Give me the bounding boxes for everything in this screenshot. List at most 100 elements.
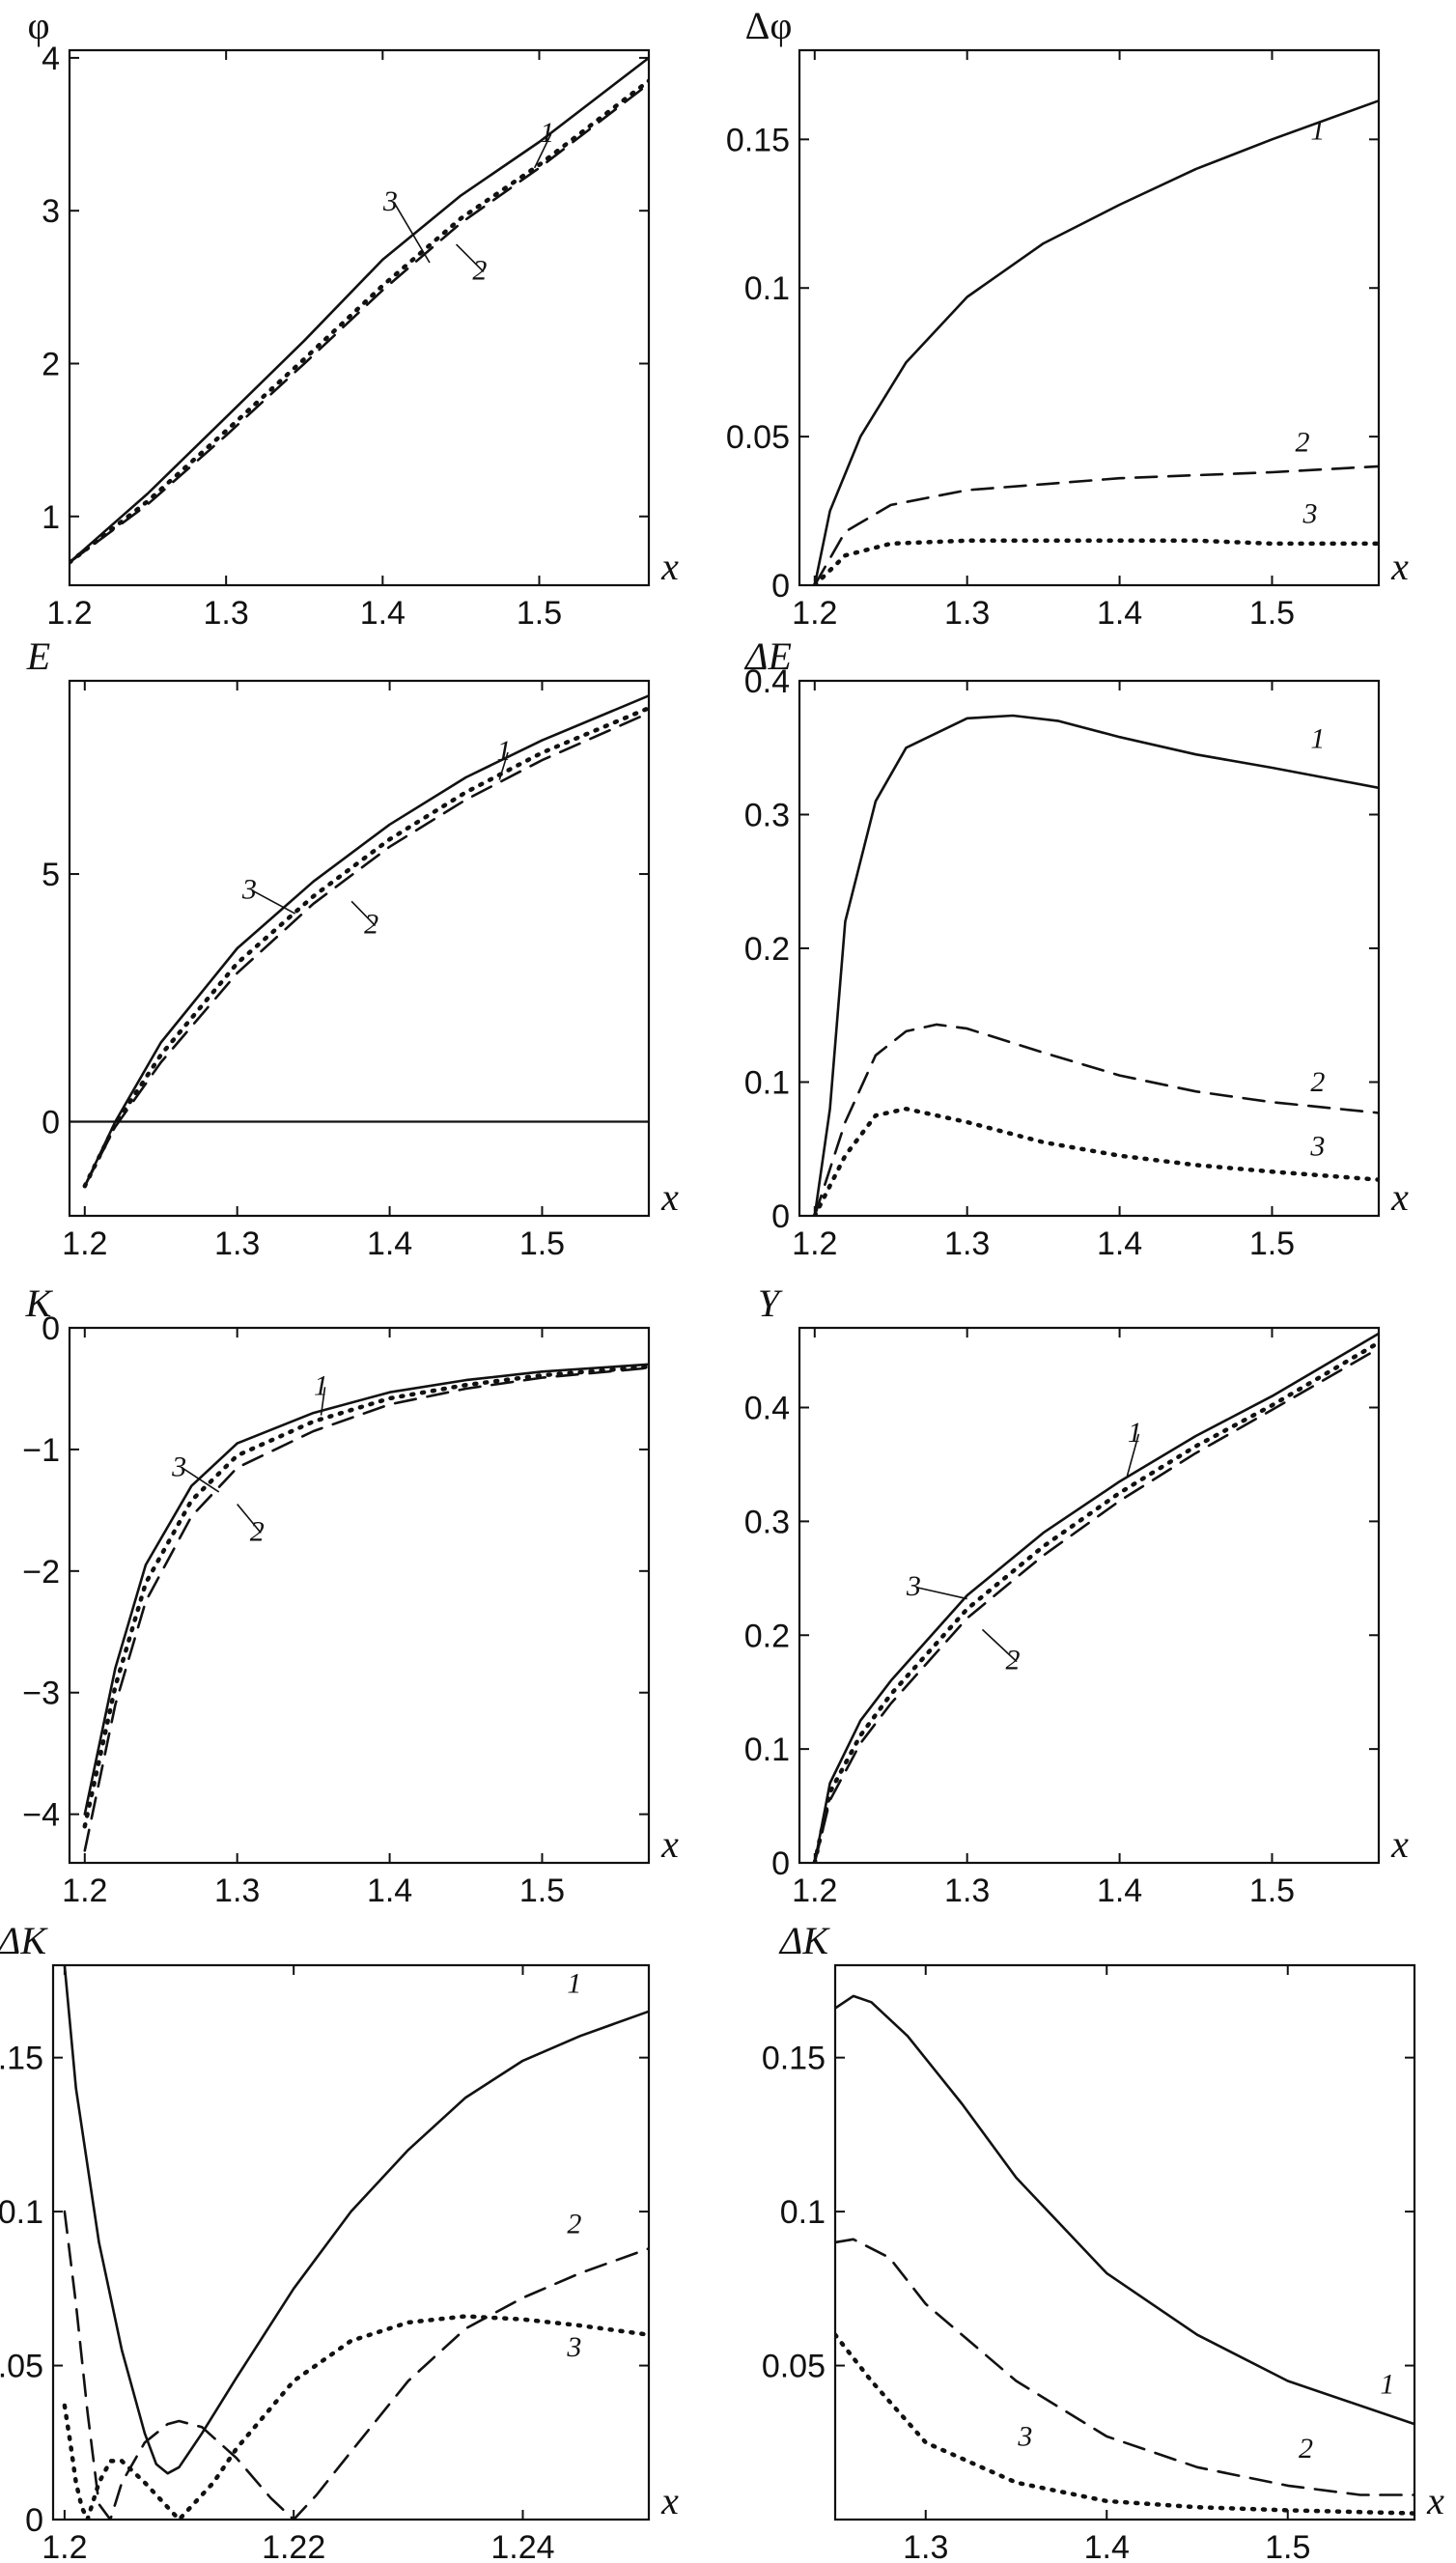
x-tick-label: 1.3 xyxy=(214,1873,260,1909)
curve-label-2: 2 xyxy=(364,909,378,941)
curve-label-2: 2 xyxy=(1310,1066,1325,1098)
y-tick-label: −1 xyxy=(22,1432,60,1469)
curve-label-leader xyxy=(1126,1433,1140,1477)
plot-frame xyxy=(68,1326,651,1865)
series-1-line xyxy=(70,56,649,564)
curve-label-leader xyxy=(533,133,552,169)
y-axis-title: Y xyxy=(758,1282,783,1325)
y-axis-title: ΔK xyxy=(778,1919,830,1962)
x-tick-label: 1.3 xyxy=(903,2529,948,2563)
curve-label-1: 1 xyxy=(567,1968,581,2000)
x-tick-label: 1.2 xyxy=(792,1873,837,1909)
x-tick-label: 1.4 xyxy=(1084,2529,1130,2563)
series-2-line xyxy=(835,2238,1414,2496)
y-tick-label: 0.3 xyxy=(744,1504,790,1540)
curve-label-1: 1 xyxy=(1128,1417,1142,1449)
y-tick-label: 0.05 xyxy=(762,2349,826,2385)
curve-label-1: 1 xyxy=(1380,2368,1394,2400)
series-3-line xyxy=(812,538,1379,585)
y-tick-label: 0 xyxy=(771,568,790,605)
x-tick-label: 1.3 xyxy=(944,1873,990,1909)
series-3-line xyxy=(812,1340,1379,1863)
plot-frame xyxy=(798,1326,1381,1865)
curve-label-1: 1 xyxy=(314,1369,328,1401)
curve-label-2: 2 xyxy=(472,254,487,286)
x-tick-label: 1.5 xyxy=(1249,595,1295,632)
panel-3: 1.2 1.3 1.4 1.5 0 5 Ex 1 2 3 xyxy=(26,634,679,1262)
x-axis-title: x xyxy=(660,1822,679,1866)
panel-7: 1.2 1.22 1.24 0 0.05 0.1 0.15 ΔK x 1 2 3 xyxy=(0,1919,679,2563)
curve-label-leader xyxy=(237,1504,262,1534)
series-3-line xyxy=(62,2314,649,2520)
x-tick-label: 1.4 xyxy=(367,1225,412,1262)
series-2-line xyxy=(813,1346,1379,1863)
curve-label-leader xyxy=(252,889,296,915)
curve-label-leader xyxy=(320,1387,326,1416)
x-tick-label: 1.2 xyxy=(62,1873,107,1909)
y-tick-label: 4 xyxy=(42,41,60,77)
x-tick-label: 1.2 xyxy=(792,595,837,632)
series-1-line xyxy=(813,714,1379,1216)
curve-label-3: 3 xyxy=(1017,2420,1032,2452)
y-tick-label: 0 xyxy=(25,2502,43,2539)
series-1-line xyxy=(813,99,1379,585)
y-axis-title: E xyxy=(26,634,50,678)
x-tick-label: 1.5 xyxy=(1249,1873,1295,1909)
curve-label-3: 3 xyxy=(1302,497,1317,529)
curve-label-3: 3 xyxy=(171,1451,186,1483)
curve-label-1: 1 xyxy=(1310,114,1325,146)
x-tick-label: 1.5 xyxy=(519,1225,565,1262)
curve-label-2: 2 xyxy=(250,1515,265,1547)
x-axis-title: x xyxy=(660,2479,679,2522)
curve-label-leader xyxy=(455,243,485,272)
panel-8: 1.3 1.4 1.5 0.05 0.1 0.15 ΔK x 1 2 3 xyxy=(762,1919,1444,2563)
curve-label-3: 3 xyxy=(382,185,398,217)
curve-label-3: 3 xyxy=(566,2331,581,2363)
series-3-line xyxy=(82,1365,649,1829)
series-3-line xyxy=(812,1106,1379,1216)
x-axis-title: x xyxy=(660,1175,679,1219)
series-1-line xyxy=(813,1332,1379,1863)
x-axis-title: x xyxy=(1426,2479,1444,2522)
y-tick-label: 0.1 xyxy=(780,2194,826,2231)
x-axis-title: x xyxy=(1390,1175,1409,1219)
series-group xyxy=(62,1965,649,2520)
x-tick-label: 1.5 xyxy=(517,595,562,632)
y-tick-label: 0.15 xyxy=(726,122,790,158)
y-tick-label: 0.4 xyxy=(744,663,790,700)
y-tick-label: 0.1 xyxy=(744,1065,790,1102)
series-2-line xyxy=(813,1023,1379,1216)
x-tick-label: 1.4 xyxy=(367,1873,412,1909)
panel-2: 1.2 1.3 1.4 1.5 0 0.05 0.1 0.15 Δφ x 1 2 3 xyxy=(726,4,1409,632)
y-tick-label: 0.15 xyxy=(762,2041,826,2077)
curve-label-2: 2 xyxy=(1299,2433,1313,2464)
series-group xyxy=(812,99,1379,585)
y-tick-label: 0.05 xyxy=(0,2349,43,2385)
y-axis-title: Δφ xyxy=(745,4,793,47)
curve-label-1: 1 xyxy=(1310,722,1325,754)
y-axis-title: K xyxy=(25,1282,54,1325)
series-1-line xyxy=(83,694,649,1188)
y-tick-label: 0.1 xyxy=(744,270,790,307)
x-tick-label: 1.22 xyxy=(262,2529,325,2563)
x-tick-label: 1.5 xyxy=(1249,1225,1295,1262)
x-tick-label: 1.3 xyxy=(214,1225,260,1262)
y-tick-label: −4 xyxy=(22,1797,60,1834)
y-tick-label: 5 xyxy=(42,857,60,893)
y-tick-label: 0 xyxy=(771,1845,790,1882)
series-group xyxy=(835,1994,1414,2516)
y-tick-label: 2 xyxy=(42,346,60,382)
y-axis-title: ΔE xyxy=(743,634,792,678)
curve-label-3: 3 xyxy=(906,1570,921,1602)
y-tick-label: 0.1 xyxy=(744,1732,790,1768)
y-tick-label: 0.3 xyxy=(744,798,790,834)
x-tick-label: 1.4 xyxy=(1097,595,1142,632)
series-1-line xyxy=(835,1994,1414,2426)
y-tick-label: 3 xyxy=(42,193,60,230)
series-2-line xyxy=(63,2210,649,2520)
plot-frame xyxy=(798,48,1381,587)
x-tick-label: 1.4 xyxy=(1097,1225,1142,1262)
curve-label-leader xyxy=(350,900,377,927)
x-tick-label: 1.3 xyxy=(944,595,990,632)
